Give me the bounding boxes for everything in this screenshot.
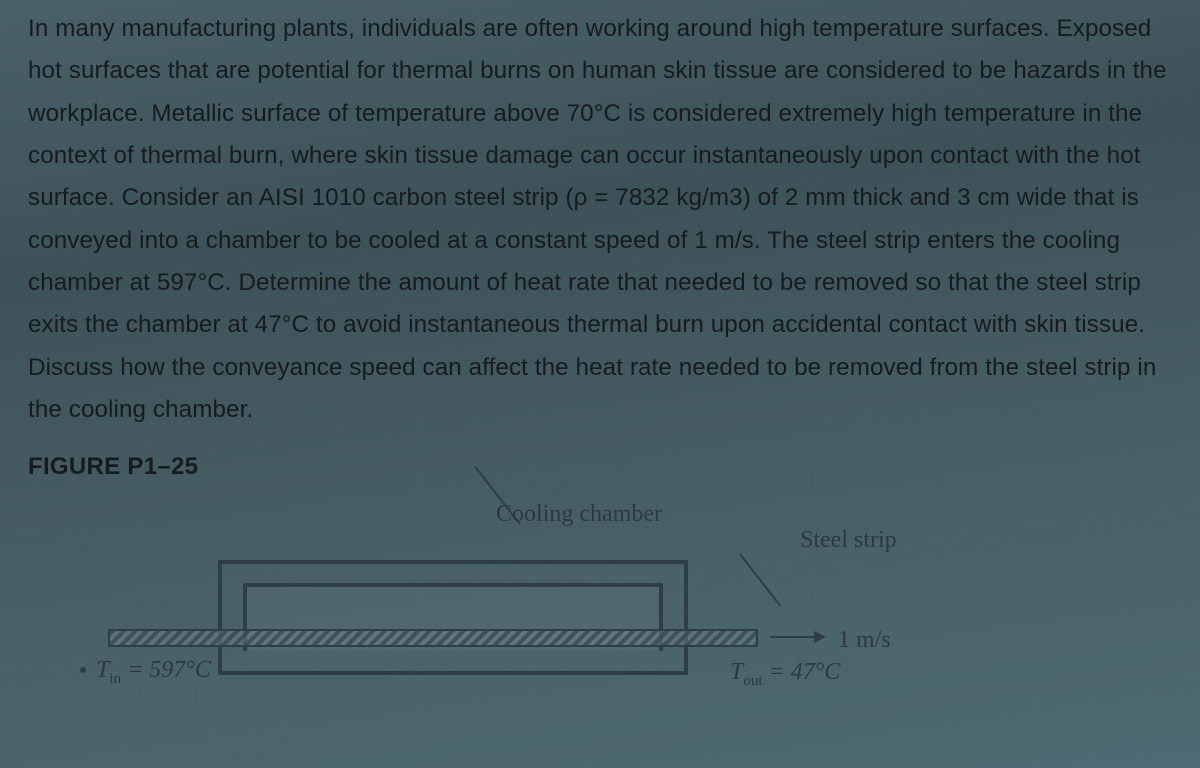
cooling-chamber-label: Cooling chamber: [496, 501, 662, 528]
figure-diagram: Cooling chamber Steel strip 1 m/s Tin = …: [28, 505, 1172, 725]
problem-paragraph: In many manufacturing plants, individual…: [28, 8, 1172, 431]
t-out-symbol: T: [730, 659, 743, 685]
leader-line-steel: [739, 554, 781, 607]
t-out-subscript: out: [743, 673, 762, 689]
t-out-value: = 47°C: [763, 659, 841, 685]
t-in-subscript: in: [109, 671, 121, 687]
bullet-dot-icon: [80, 667, 86, 673]
speed-label: 1 m/s: [838, 627, 891, 654]
t-in-value: = 597°C: [121, 657, 211, 683]
steel-strip: [108, 629, 758, 647]
steel-strip-label: Steel strip: [800, 527, 897, 554]
velocity-arrow-icon: [770, 636, 824, 638]
t-out-label: Tout = 47°C: [730, 659, 840, 690]
t-in-symbol: T: [96, 657, 109, 683]
cooling-chamber-bottom: [218, 653, 688, 675]
t-in-label: Tin = 597°C: [96, 657, 211, 688]
figure-label: FIGURE P1–25: [28, 453, 1172, 481]
